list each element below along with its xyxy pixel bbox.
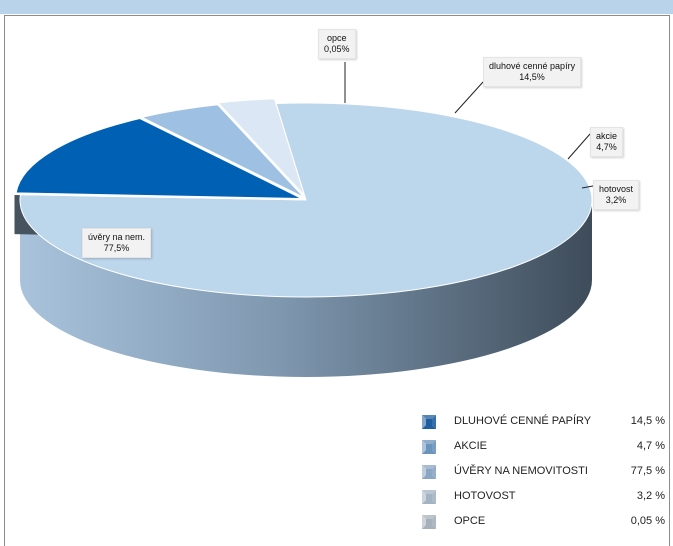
data-label-name: opce: [327, 33, 347, 43]
legend-value: 77,5 %: [630, 465, 665, 477]
data-label-dluhove-cenne-papiry: dluhové cenné papíry 14,5%: [483, 57, 582, 87]
legend-swatch-icon: [422, 490, 436, 504]
pie-slice-opce[interactable]: [13, 193, 301, 201]
legend-item-opce: OPCE 0,05 %: [422, 514, 667, 530]
legend-swatch-icon: [422, 440, 436, 454]
pie-chart: [13, 62, 594, 377]
legend-label: ÚVĚRY NA NEMOVITOSTI: [454, 465, 588, 477]
leader-line-hotovost: [581, 185, 594, 189]
data-label-name: úvěry na nem.: [88, 232, 146, 242]
data-label-hotovost: hotovost 3,2%: [593, 180, 640, 210]
pie-slice-uvery-na-nem[interactable]: [19, 102, 593, 298]
pie-side-uvery-na-nem: [20, 200, 592, 377]
leader-line-akcie: [567, 133, 591, 160]
data-label-akcie: akcie 4,7%: [590, 127, 624, 157]
legend-swatch-icon: [422, 515, 436, 529]
legend-swatch-icon: [422, 465, 436, 479]
pie-slice-akcie[interactable]: [140, 104, 305, 198]
data-label-opce: opce 0,05%: [318, 29, 356, 59]
legend-value: 14,5 %: [630, 415, 665, 427]
legend-value: 0,05 %: [630, 515, 665, 527]
legend-label: DLUHOVÉ CENNÉ PAPÍRY: [454, 415, 592, 427]
data-label-value: 3,2%: [605, 195, 627, 205]
pie-slice-hotovost[interactable]: [217, 98, 305, 196]
data-label-value: 0,05%: [324, 44, 350, 54]
data-label-uvery-na-nem: úvěry na nem. 77,5%: [82, 228, 152, 258]
data-label-name: akcie: [596, 131, 618, 141]
legend-value: 3,2 %: [636, 490, 665, 502]
legend-value: 4,7 %: [636, 440, 665, 452]
legend-swatch-icon: [422, 415, 436, 429]
data-label-value: 4,7%: [596, 142, 617, 152]
data-label-name: hotovost: [599, 184, 634, 194]
legend-item-hotovost: HOTOVOST 3,2 %: [422, 489, 667, 505]
pie-slice-dluhove-cenne-papiry[interactable]: [15, 118, 302, 200]
legend-label: HOTOVOST: [454, 490, 516, 502]
data-label-value: 14,5%: [519, 72, 545, 82]
leader-line-dluhove-cenne-papiry: [454, 81, 484, 114]
legend-label: OPCE: [454, 515, 486, 527]
data-label-value: 77,5%: [103, 243, 130, 253]
data-label-name: dluhové cenné papíry: [489, 61, 576, 71]
legend-item-akcie: AKCIE 4,7 %: [422, 439, 667, 455]
legend-item-dluhove-cenne-papiry: DLUHOVÉ CENNÉ PAPÍRY 14,5 %: [422, 414, 667, 430]
legend-label: AKCIE: [454, 440, 488, 452]
legend-item-uvery-na-nemovitosti: ÚVĚRY NA NEMOVITOSTI 77,5 %: [422, 464, 667, 480]
header-band: [0, 0, 673, 14]
